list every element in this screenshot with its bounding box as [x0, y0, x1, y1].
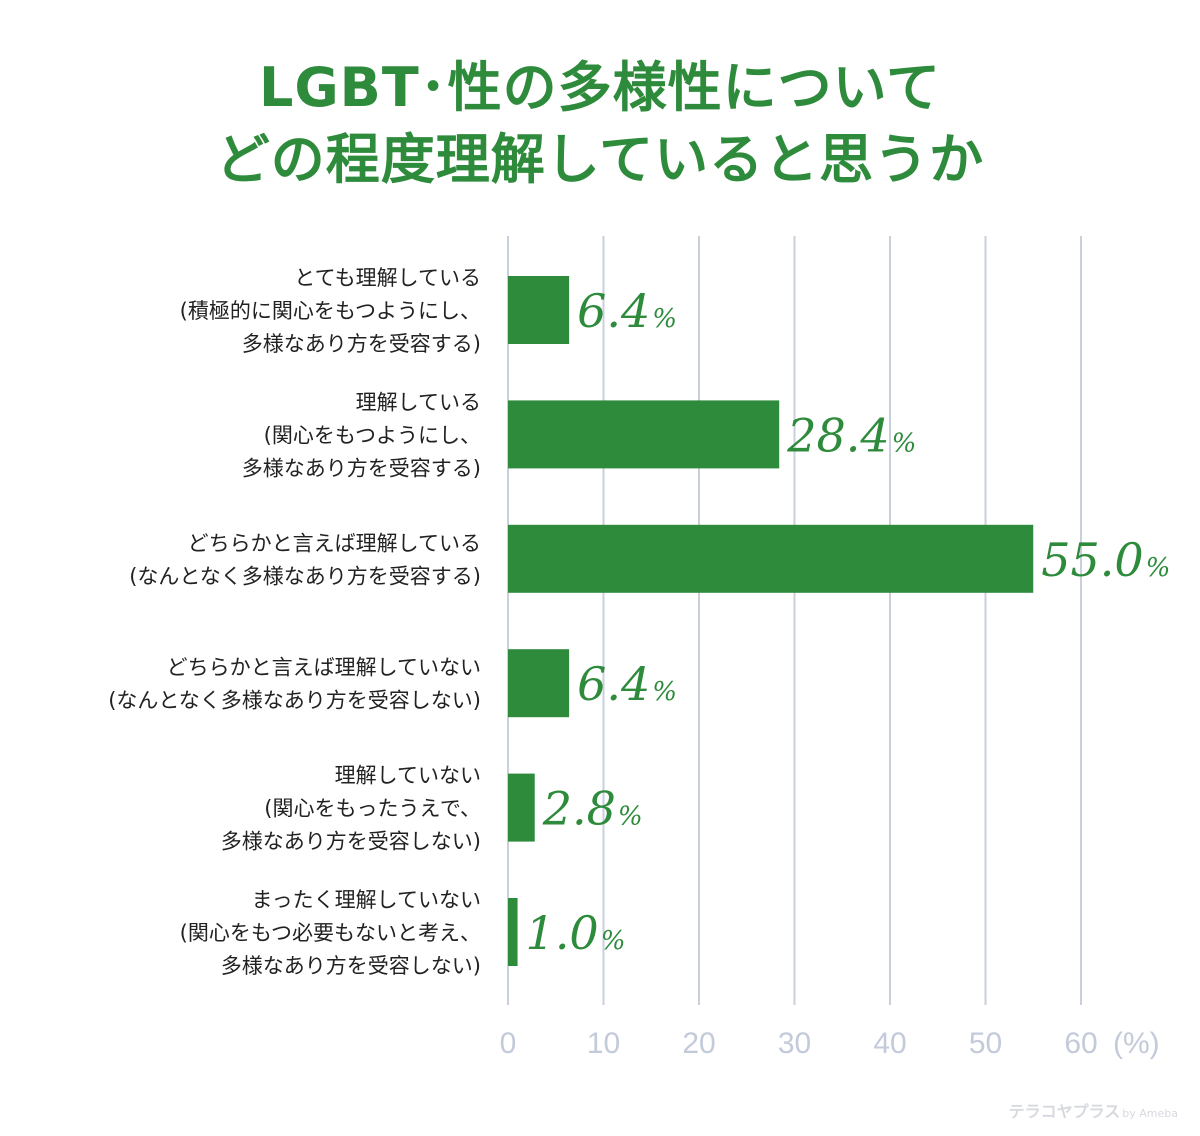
x-tick-label: 0 — [500, 1027, 517, 1060]
bar — [508, 276, 570, 344]
category-label: 多様なあり方を受容する) — [242, 332, 481, 356]
data-label: 2.8% — [542, 782, 643, 836]
category-label: 理解していない — [335, 764, 481, 788]
category-label: 多様なあり方を受容する) — [242, 456, 481, 480]
bar — [508, 773, 535, 842]
category-label: 多様なあり方を受容しない) — [221, 954, 481, 978]
data-label: 6.4% — [577, 284, 677, 338]
data-label: 1.0% — [526, 906, 626, 960]
x-tick-label: 10 — [587, 1027, 620, 1060]
bar — [508, 898, 518, 966]
category-label: (なんとなく多様なあり方を受容する) — [129, 564, 481, 588]
data-label: 6.4% — [577, 657, 677, 711]
x-tick-label: 60 — [1064, 1027, 1097, 1060]
x-tick-label: 40 — [873, 1027, 906, 1060]
data-label-unit: % — [601, 926, 626, 956]
category-label: (なんとなく多様なあり方を受容しない) — [108, 689, 481, 713]
x-unit-label: (%) — [1113, 1027, 1160, 1060]
data-label-unit: % — [1146, 553, 1171, 583]
x-tick-label: 20 — [682, 1027, 715, 1060]
chart-title-line-1: LGBT･性の多様性について — [258, 56, 942, 119]
category-label: (関心をもったうえで、 — [264, 797, 481, 821]
data-label-unit: % — [652, 304, 677, 334]
chart-title: LGBT･性の多様性について どの程度理解していると思うか — [0, 52, 1200, 196]
watermark-brand: テラコヤプラス — [1008, 1102, 1121, 1121]
data-label-unit: % — [892, 428, 917, 458]
bar — [508, 400, 780, 469]
watermark-by: by Ameba — [1122, 1107, 1178, 1120]
bar — [508, 524, 1034, 593]
bar — [508, 649, 570, 718]
category-label: 理解している — [356, 390, 481, 414]
category-label: (関心をもつ必要もないと考え、 — [180, 921, 481, 945]
data-label-unit: % — [652, 677, 677, 707]
category-label: どちらかと言えば理解していない — [167, 656, 481, 680]
x-tick-label: 50 — [969, 1027, 1002, 1060]
data-label: 28.4% — [786, 408, 916, 462]
data-label: 55.0% — [1041, 533, 1170, 587]
chart-title-line-2: どの程度理解していると思うか — [215, 128, 985, 191]
category-label: 多様なあり方を受容しない) — [221, 830, 481, 854]
x-tick-label: 30 — [778, 1027, 811, 1060]
category-label: (関心をもつようにし、 — [264, 423, 481, 447]
category-label: どちらかと言えば理解している — [188, 531, 481, 555]
category-label: とても理解している — [294, 266, 481, 290]
category-label: (積極的に関心をもつようにし、 — [180, 299, 481, 323]
category-label: まったく理解していない — [251, 888, 481, 912]
watermark-logo: テラコヤプラス by Ameba — [1009, 1098, 1178, 1122]
data-label-unit: % — [618, 802, 643, 832]
